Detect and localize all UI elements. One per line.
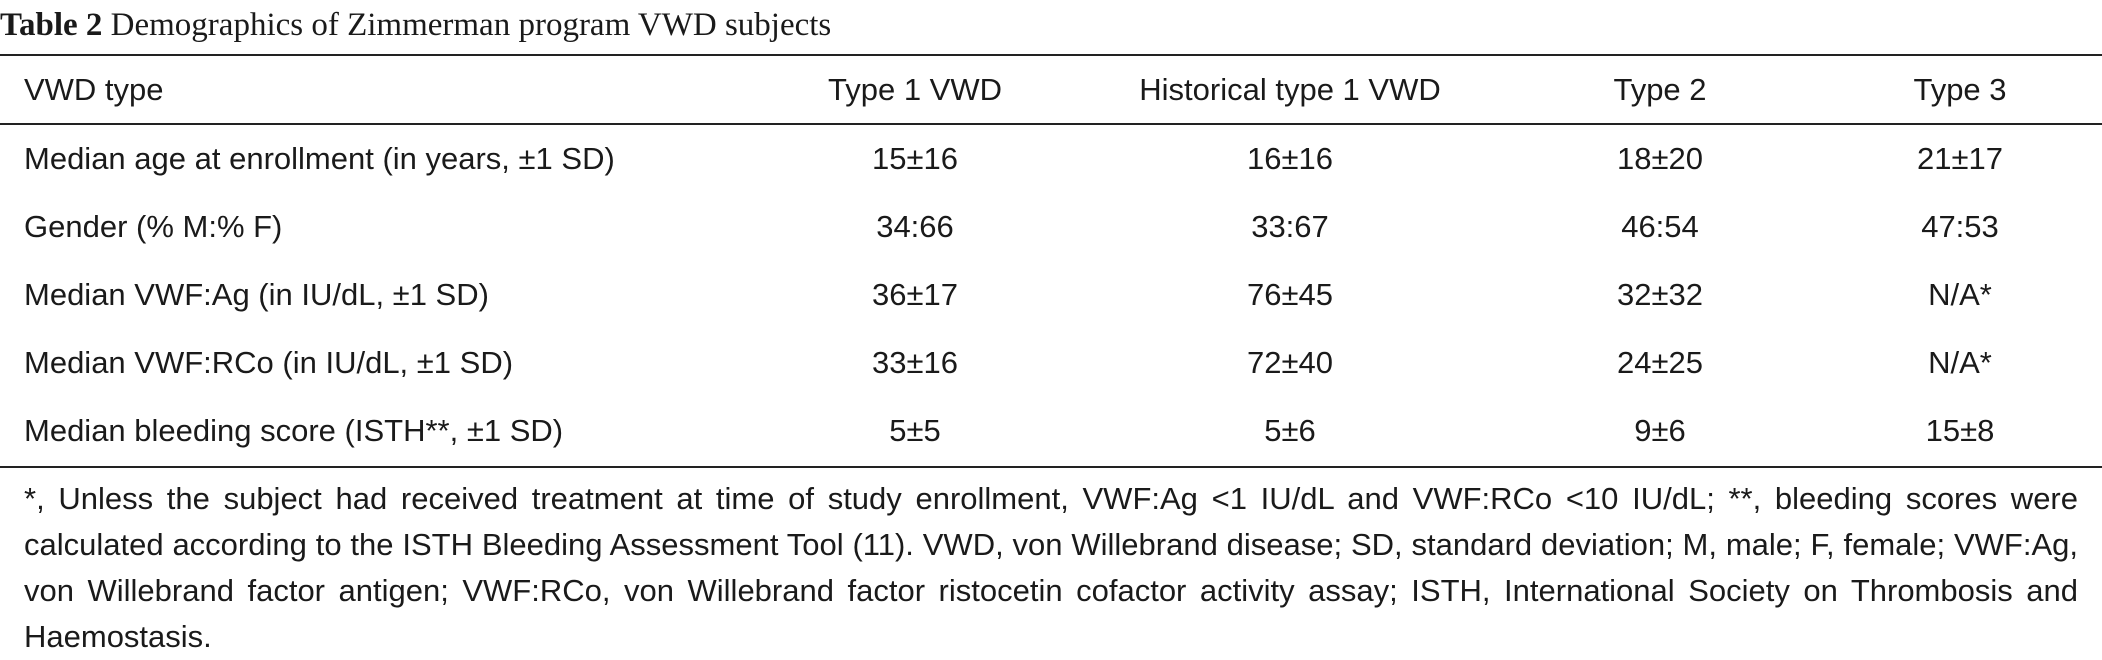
row-label: Median bleeding score (ISTH**, ±1 SD) [24, 413, 564, 448]
cell-type-3: 15±8 [1925, 413, 1995, 448]
row-label: Median VWF:Ag (in IU/dL, ±1 SD) [24, 277, 489, 312]
cell-historical-type-1-vwd: 16±16 [1247, 141, 1333, 176]
table-row-vwf-ag: Median VWF:Ag (in IU/dL, ±1 SD) 36±17 76… [0, 261, 2102, 329]
cell-type-3: 47:53 [1921, 209, 1999, 244]
cell-type-1-vwd: 15±16 [872, 141, 958, 176]
table-caption-label: Table 2 [0, 7, 103, 43]
table-caption-text: Demographics of Zimmerman program VWD su… [102, 7, 832, 43]
cell-type-1-vwd: 36±17 [872, 277, 958, 312]
table-footnote: *, Unless the subject had received treat… [24, 481, 2078, 654]
table-header-row: VWD type Type 1 VWD Historical type 1 VW… [0, 56, 2102, 124]
cell-type-2: 24±25 [1617, 345, 1703, 380]
row-label: Median VWF:RCo (in IU/dL, ±1 SD) [24, 345, 514, 380]
cell-type-3: N/A* [1928, 345, 1992, 380]
header-vwd-type: VWD type [24, 72, 164, 107]
cell-type-2: 32±32 [1617, 277, 1703, 312]
cell-type-1-vwd: 33±16 [872, 345, 958, 380]
table-row-median-age: Median age at enrollment (in years, ±1 S… [0, 125, 2102, 193]
cell-type-2: 9±6 [1634, 413, 1686, 448]
row-label: Gender (% M:% F) [24, 209, 283, 244]
cell-type-3: N/A* [1928, 277, 1992, 312]
cell-historical-type-1-vwd: 76±45 [1247, 277, 1333, 312]
row-label: Median age at enrollment (in years, ±1 S… [24, 141, 615, 176]
table-row-bleeding-score: Median bleeding score (ISTH**, ±1 SD) 5±… [0, 397, 2102, 465]
header-type-1-vwd: Type 1 VWD [828, 72, 1002, 107]
table-bottom-rule [0, 466, 2102, 468]
cell-type-1-vwd: 5±5 [889, 413, 941, 448]
cell-historical-type-1-vwd: 5±6 [1264, 413, 1316, 448]
table-top-rule [0, 54, 2102, 56]
table-row-gender: Gender (% M:% F) 34:66 33:67 46:54 47:53 [0, 193, 2102, 261]
header-historical-type-1-vwd: Historical type 1 VWD [1139, 72, 1441, 107]
header-type-2: Type 2 [1613, 72, 1707, 107]
cell-type-2: 46:54 [1621, 209, 1699, 244]
cell-type-3: 21±17 [1917, 141, 2003, 176]
table-caption: Table 2 Demographics of Zimmerman progra… [0, 5, 831, 45]
table-header-rule [0, 123, 2102, 125]
cell-historical-type-1-vwd: 72±40 [1247, 345, 1333, 380]
header-type-3: Type 3 [1913, 72, 2007, 107]
table-row-vwf-rco: Median VWF:RCo (in IU/dL, ±1 SD) 33±16 7… [0, 329, 2102, 397]
cell-historical-type-1-vwd: 33:67 [1251, 209, 1329, 244]
cell-type-2: 18±20 [1617, 141, 1703, 176]
cell-type-1-vwd: 34:66 [876, 209, 954, 244]
